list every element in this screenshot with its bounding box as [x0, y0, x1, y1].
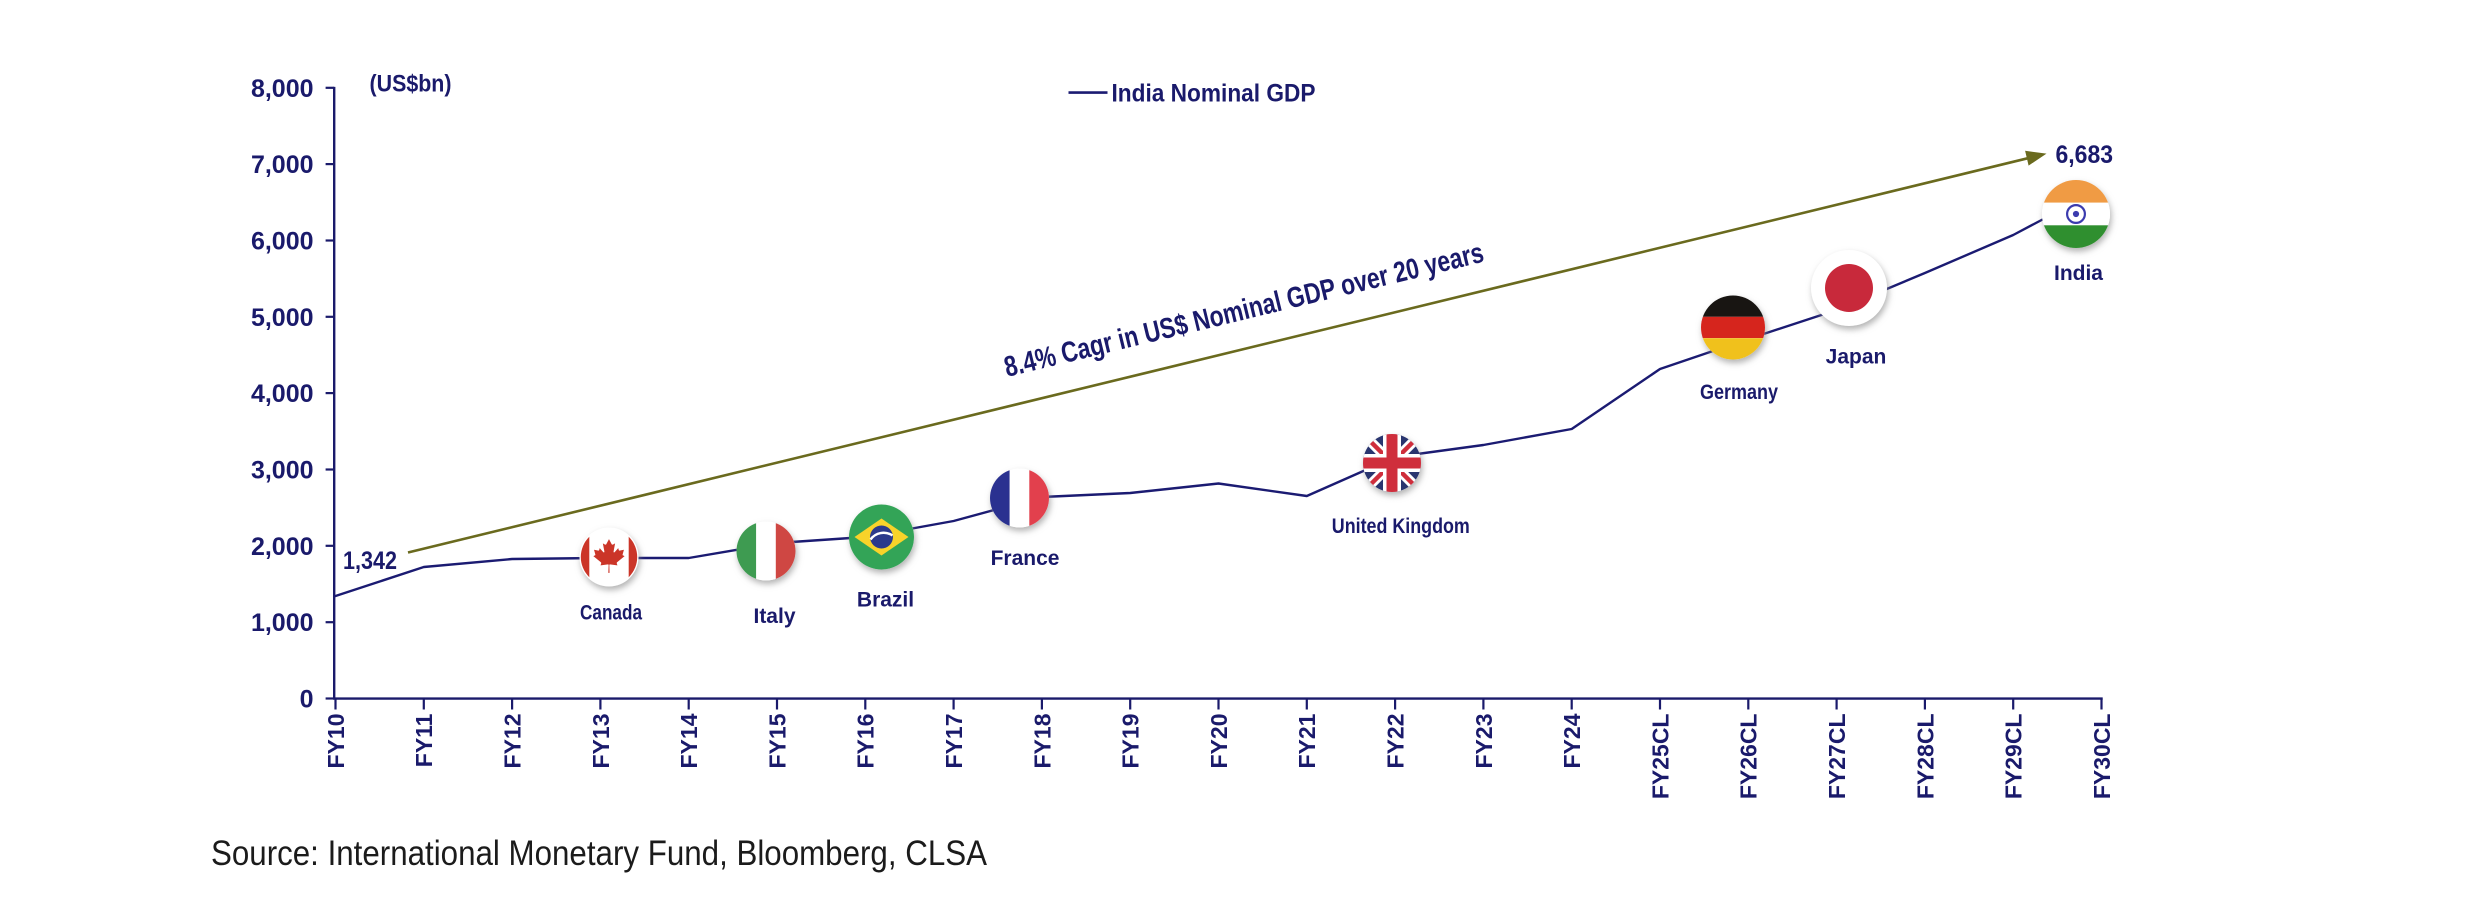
- svg-text:1,342: 1,342: [343, 547, 397, 575]
- svg-text:FY28CL: FY28CL: [1912, 714, 1938, 800]
- svg-text:7,000: 7,000: [251, 151, 314, 179]
- svg-text:Source: International Monetary: Source: International Monetary Fund, Blo…: [211, 833, 987, 873]
- svg-text:India Nominal GDP: India Nominal GDP: [1112, 80, 1316, 108]
- svg-text:Japan: Japan: [1826, 346, 1887, 369]
- svg-text:(US$bn): (US$bn): [370, 71, 452, 98]
- svg-text:2,000: 2,000: [251, 533, 314, 561]
- svg-text:FY23: FY23: [1471, 714, 1497, 769]
- svg-text:FY17: FY17: [941, 714, 967, 769]
- svg-text:FY19: FY19: [1118, 714, 1144, 769]
- svg-text:FY12: FY12: [500, 714, 526, 769]
- svg-text:FY15: FY15: [764, 713, 790, 768]
- svg-text:FY10: FY10: [323, 714, 349, 769]
- svg-text:FY24: FY24: [1559, 713, 1585, 768]
- svg-text:India: India: [2054, 262, 2103, 285]
- svg-text:0: 0: [300, 686, 314, 714]
- svg-text:FY11: FY11: [411, 713, 437, 767]
- svg-text:6,683: 6,683: [2056, 141, 2114, 169]
- svg-text:3,000: 3,000: [251, 457, 314, 485]
- svg-text:FY30CL: FY30CL: [2089, 714, 2115, 800]
- svg-text:6,000: 6,000: [251, 228, 314, 256]
- svg-text:France: France: [991, 547, 1060, 570]
- svg-text:1,000: 1,000: [251, 609, 314, 637]
- svg-text:FY16: FY16: [853, 714, 879, 769]
- svg-text:FY25CL: FY25CL: [1647, 714, 1673, 800]
- svg-text:5,000: 5,000: [251, 304, 314, 332]
- svg-text:Germany: Germany: [1700, 381, 1778, 404]
- svg-text:FY14: FY14: [676, 713, 702, 768]
- svg-text:FY21: FY21: [1294, 713, 1320, 768]
- svg-text:FY13: FY13: [588, 714, 614, 769]
- svg-text:United Kingdom: United Kingdom: [1332, 515, 1470, 538]
- svg-text:4,000: 4,000: [251, 380, 314, 408]
- svg-text:Brazil: Brazil: [857, 589, 914, 612]
- svg-text:FY22: FY22: [1383, 714, 1409, 769]
- svg-text:Italy: Italy: [753, 605, 795, 628]
- svg-text:FY27CL: FY27CL: [1824, 714, 1850, 800]
- svg-text:FY26CL: FY26CL: [1736, 714, 1762, 800]
- svg-text:FY20: FY20: [1206, 714, 1232, 769]
- svg-text:8,000: 8,000: [251, 75, 314, 103]
- svg-text:FY29CL: FY29CL: [2001, 714, 2027, 800]
- svg-text:FY18: FY18: [1029, 713, 1055, 768]
- svg-text:Canada: Canada: [580, 602, 642, 625]
